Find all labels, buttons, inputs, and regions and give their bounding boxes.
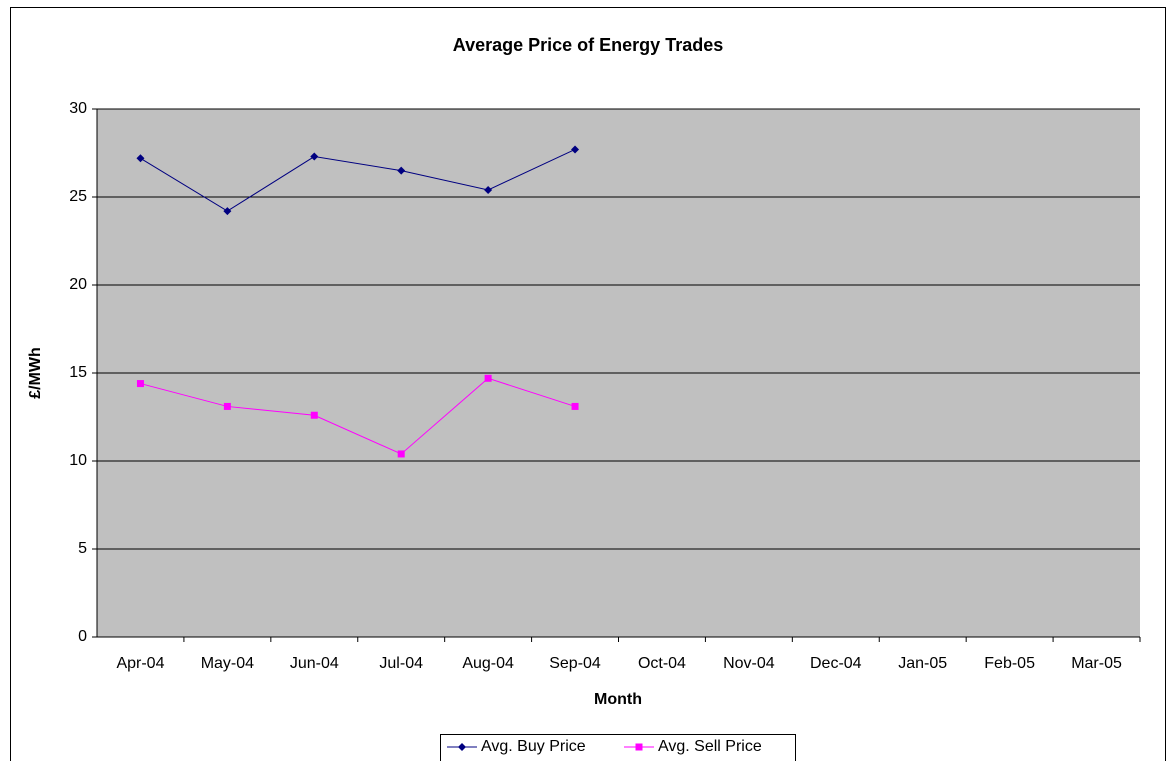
point — [310, 152, 319, 161]
point — [571, 145, 580, 154]
point — [484, 185, 493, 194]
y-tick-label: 10 — [69, 452, 87, 469]
point — [397, 450, 405, 458]
point — [136, 154, 145, 163]
legend-label: Avg. Buy Price — [481, 738, 586, 755]
point — [223, 207, 232, 216]
y-tick-label: 5 — [78, 540, 87, 557]
x-tick-label: Dec-04 — [810, 655, 862, 672]
x-tick-label: Aug-04 — [462, 655, 514, 672]
y-tick-label: 0 — [78, 628, 87, 645]
legend-label: Avg. Sell Price — [658, 738, 762, 755]
x-tick-label: Feb-05 — [984, 655, 1035, 672]
y-tick-label: 25 — [69, 188, 87, 205]
x-tick-label: Apr-04 — [116, 655, 164, 672]
x-tick-label: Nov-04 — [723, 655, 775, 672]
x-tick-label: Jun-04 — [290, 655, 339, 672]
point — [136, 380, 144, 388]
x-tick-label: Jul-04 — [379, 655, 423, 672]
y-tick-label: 15 — [69, 364, 87, 381]
x-tick-label: May-04 — [201, 655, 254, 672]
series-line — [140, 377, 576, 455]
x-tick-label: Mar-05 — [1071, 655, 1122, 672]
legend-box — [440, 734, 796, 761]
x-tick-label: Oct-04 — [638, 655, 686, 672]
point — [571, 402, 579, 410]
y-axis-title: £/MWh — [27, 347, 44, 399]
chart-title: Average Price of Energy Trades — [453, 35, 723, 55]
legend-marker — [635, 743, 643, 751]
y-tick-label: 20 — [69, 276, 87, 293]
point — [310, 411, 318, 419]
point — [397, 166, 406, 175]
series-line — [140, 149, 576, 212]
x-tick-label: Jan-05 — [898, 655, 947, 672]
legend-marker — [458, 743, 466, 751]
x-tick-label: Sep-04 — [549, 655, 601, 672]
point — [484, 374, 492, 382]
point — [223, 402, 231, 410]
x-axis-title: Month — [594, 691, 642, 708]
y-tick-label: 30 — [69, 100, 87, 117]
